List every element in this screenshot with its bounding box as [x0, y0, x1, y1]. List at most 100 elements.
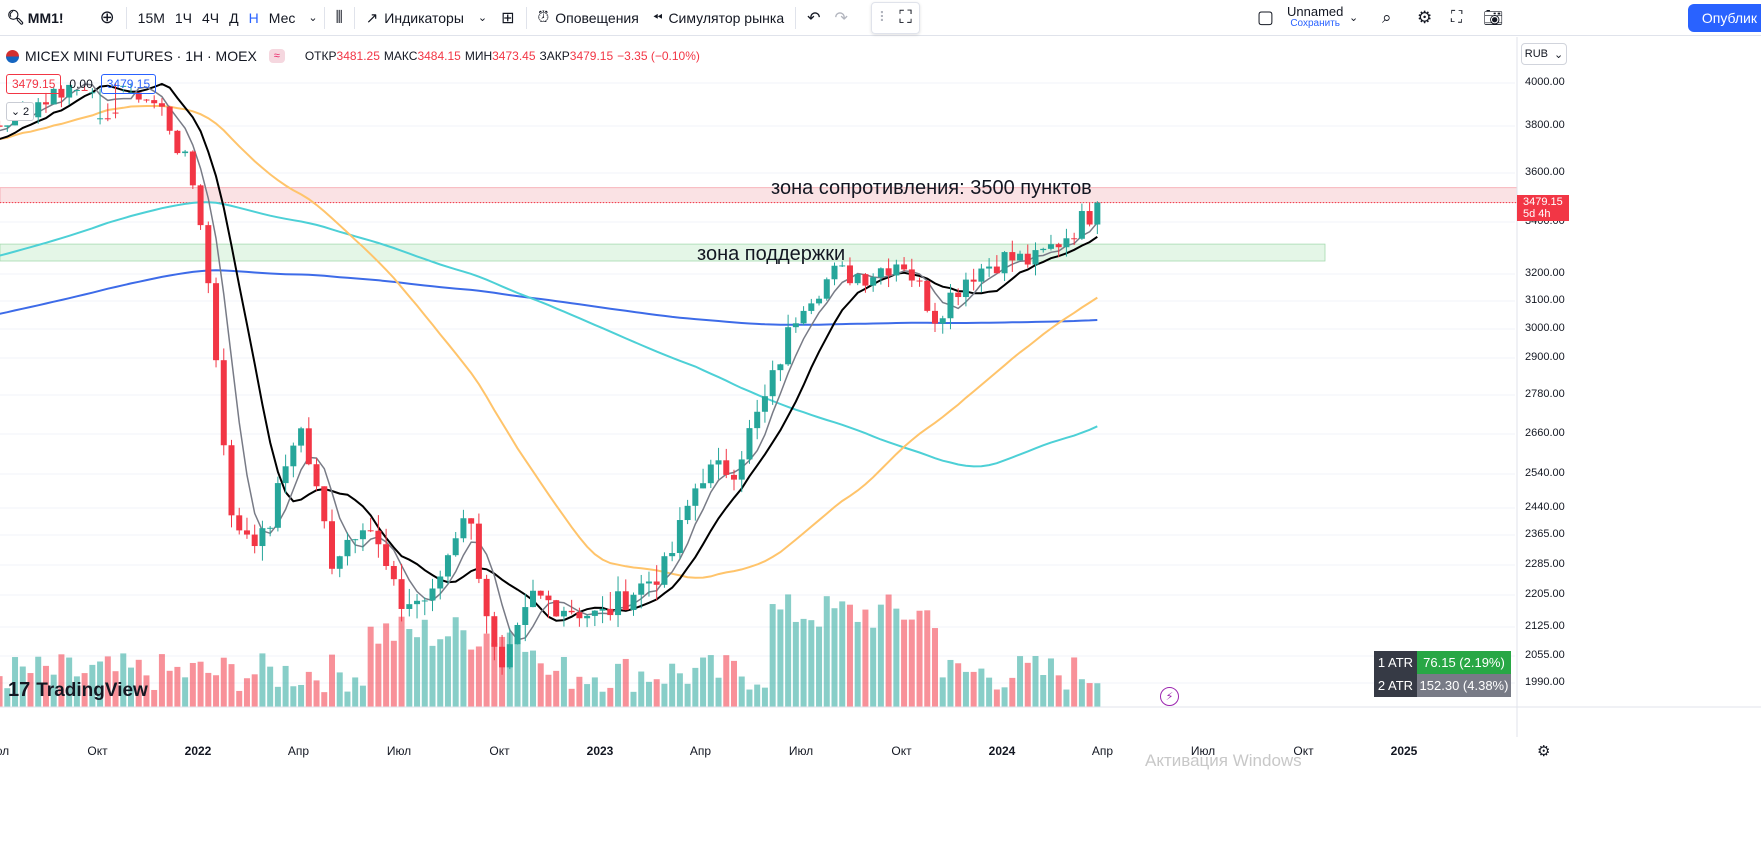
candle-body [970, 279, 977, 282]
time-axis-label: Окт [87, 744, 108, 758]
templates-button[interactable]: ⊞ [494, 0, 521, 36]
indicators-button[interactable]: ↗ Индикаторы ⌄ [359, 0, 494, 36]
volume-bar [622, 658, 629, 707]
chart-pane[interactable] [0, 37, 1761, 858]
time-axis-settings-button[interactable]: ⚙︎ [1537, 742, 1550, 760]
candle-body [406, 604, 413, 609]
indicator-count: 2 [23, 105, 30, 118]
candle-body [506, 644, 513, 668]
volume-bar [166, 670, 173, 707]
currency-button[interactable]: RUB ⌄ [1521, 43, 1567, 65]
candle-body [259, 528, 266, 547]
settings-button[interactable]: ⚙︎ [1410, 0, 1439, 36]
time-axis-label: Апр [1091, 744, 1114, 758]
change-value: −3.35 (−0.10%) [617, 49, 700, 63]
resistance-zone-label[interactable]: зона сопротивления: 3500 пунктов [771, 177, 1092, 199]
fullscreen-button[interactable]: ⛶ [1444, 0, 1469, 36]
camera-icon: 📷︎ [1483, 9, 1504, 27]
resistance-zone [0, 187, 1518, 203]
volume-bar [174, 666, 181, 707]
candle-body [777, 364, 784, 371]
alerts-button[interactable]: ⏰︎ Оповещения [531, 0, 646, 36]
atr-value: 152.30 (4.38%) [1417, 674, 1511, 697]
buy-price-box[interactable]: 3479.15 [100, 74, 157, 94]
price-axis-label: 3100.00 [1525, 294, 1565, 306]
snapshot-button[interactable]: 📷︎ [1476, 0, 1510, 36]
toolbar-divider [795, 6, 797, 29]
indicators-icon: ↗ [365, 9, 379, 27]
volume-bar [669, 663, 676, 707]
last-price-tag: 3479.15 5d 4h [1517, 194, 1569, 221]
volume-bar [344, 691, 351, 707]
candle-body [846, 265, 853, 284]
volume-bar [58, 654, 65, 707]
candle-body [336, 556, 343, 569]
candle-body [738, 459, 745, 480]
volume-bar [993, 689, 1000, 707]
volume-bar [398, 616, 405, 707]
undo-button[interactable]: ↶ [800, 0, 827, 36]
interval-4h[interactable]: 4Ч [202, 9, 220, 26]
candle-body [630, 594, 637, 611]
layout-icon-button[interactable]: ▢ [1250, 0, 1281, 36]
volume-bar [584, 684, 591, 707]
candle-body [344, 539, 351, 557]
interval-1h[interactable]: 1Ч [174, 9, 193, 26]
series-legend: MICEX MINI FUTURES · 1Н · MOEX ≈ ОТКР 34… [6, 48, 700, 64]
candle-body [1078, 211, 1085, 239]
candle-body [42, 102, 49, 105]
candle-body [236, 515, 243, 531]
candle-body [1055, 244, 1062, 248]
volume-bar [42, 665, 49, 707]
candle-body [313, 464, 320, 487]
support-zone-label[interactable]: зона поддержки [697, 243, 846, 265]
interval-1d[interactable]: Д [229, 9, 239, 26]
layout-name-button[interactable]: Unnamed Сохранить [1280, 0, 1350, 36]
volume-bar [1032, 656, 1039, 707]
volume-bar [197, 661, 204, 707]
interval-1m[interactable]: Мес [268, 9, 296, 26]
lightning-icon[interactable]: ⚡ [1160, 687, 1179, 706]
drag-handle-icon[interactable]: ⠇ [878, 9, 890, 25]
replay-button[interactable]: ⏪︎ Симулятор рынка [646, 0, 791, 36]
toolbar-divider [525, 6, 527, 29]
select-rectangle-icon[interactable]: ⛶ [899, 7, 912, 27]
volume-bar [638, 671, 645, 707]
compare-symbol-button[interactable]: ⊕ [93, 0, 122, 36]
candle-body [808, 303, 815, 311]
price-axis-label: 3000.00 [1525, 322, 1565, 334]
atr-label: 2 ATR [1374, 674, 1417, 697]
sell-price-box[interactable]: 3479.15 [6, 74, 62, 94]
chevron-down-icon[interactable]: ⌄ [308, 12, 318, 24]
chart-type-button[interactable]: ⫴ [329, 0, 350, 36]
candle-body [785, 327, 792, 365]
redo-button[interactable]: ↷ [828, 0, 855, 36]
candle-body [290, 445, 297, 467]
low-value: 3473.45 [492, 49, 536, 63]
indicators-collapse-button[interactable]: ⌄ 2 [6, 102, 34, 121]
volume-bar [205, 672, 212, 707]
volume-bar [475, 646, 482, 707]
publish-button[interactable]: Опублик [1687, 4, 1761, 32]
interval-15m[interactable]: 15M [137, 9, 165, 26]
volume-bar [653, 679, 660, 707]
candle-body [1009, 252, 1016, 261]
volume-bar [715, 677, 722, 707]
price-chart-canvas[interactable] [0, 37, 1761, 858]
layout-menu-button[interactable]: ⌄ [1342, 0, 1365, 36]
candle-body [298, 428, 305, 446]
candle-body [653, 581, 660, 585]
volume-bar [1086, 683, 1093, 707]
candle-body [220, 360, 227, 446]
symbol-search-button[interactable]: 🔍︎ MM1! [0, 0, 71, 36]
volume-bar [545, 674, 552, 707]
candle-body [499, 646, 506, 668]
candle-body [267, 527, 274, 529]
quick-search-button[interactable]: ⌕ [1375, 0, 1399, 36]
tradingview-logo[interactable]: 17 TradingView [8, 679, 148, 702]
atr-table: 1 ATR 76.15 (2.19%) 2 ATR 152.30 (4.38%) [1374, 651, 1511, 697]
visibility-toggle-icon[interactable]: ≈ [268, 49, 285, 63]
candle-body [901, 264, 908, 270]
interval-1w[interactable]: Н [248, 9, 259, 26]
atr-row: 1 ATR 76.15 (2.19%) [1374, 651, 1511, 674]
